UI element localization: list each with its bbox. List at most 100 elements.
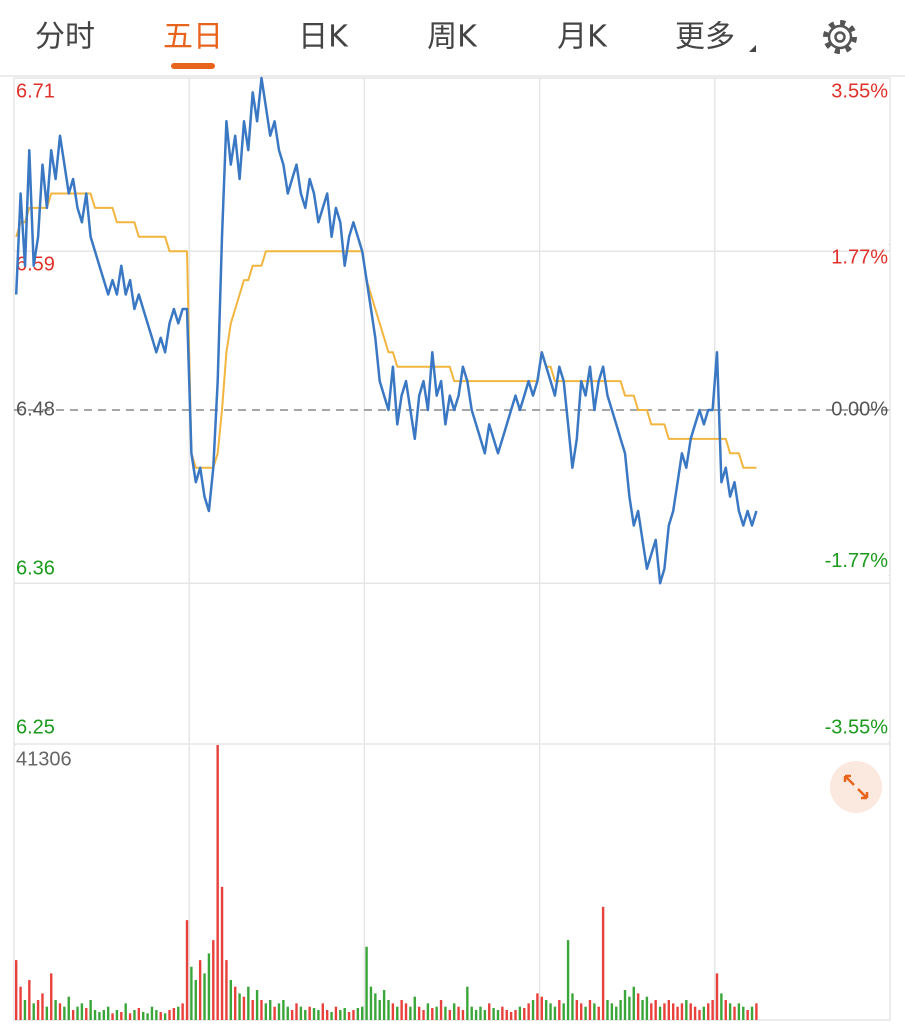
volume-bar [238, 993, 241, 1020]
chart-frame [13, 77, 891, 1021]
volume-bar [374, 993, 377, 1020]
tab-underline [171, 63, 215, 69]
tab[interactable]: 五日 [163, 20, 223, 55]
volume-bar [247, 986, 250, 1020]
volume-bar [693, 1006, 697, 1020]
volume-bar [343, 1008, 346, 1020]
volume-bar [168, 1010, 171, 1020]
volume-bar [391, 1003, 395, 1020]
gear-hole [834, 31, 846, 43]
volume-bar [203, 973, 206, 1020]
volume-bar [190, 966, 193, 1020]
volume-bar [251, 1000, 254, 1020]
expand-bg [830, 761, 882, 813]
volume-bar [553, 1006, 557, 1020]
volume-bar [593, 1003, 596, 1020]
volume-bar [177, 1006, 180, 1020]
volume-bar [720, 993, 723, 1020]
volume-bar [146, 1013, 149, 1020]
volume-bar [216, 745, 219, 1020]
volume-bar [509, 1012, 513, 1020]
volume-bar [54, 1000, 57, 1020]
tab[interactable]: 日K [298, 20, 349, 55]
volume-bar [444, 1006, 447, 1020]
volume-tick-label: 41306 [16, 748, 72, 770]
volume-bar [580, 1003, 583, 1020]
volume-bar [676, 1006, 679, 1020]
volume-bar [505, 1010, 508, 1020]
volume-bar [461, 1010, 465, 1020]
volume-bar [76, 1006, 79, 1020]
average-line [15, 192, 757, 469]
volume-bar [536, 993, 539, 1020]
volume-bar [540, 996, 543, 1020]
volume-bar [142, 1012, 145, 1020]
expand-button[interactable] [830, 761, 882, 813]
volume-bar [628, 996, 631, 1020]
volume-bar [115, 1010, 119, 1020]
volume-bar [750, 1006, 754, 1020]
tab[interactable]: 周K [427, 20, 478, 55]
volume-bar [531, 1000, 535, 1020]
volume-bar [654, 1000, 657, 1020]
volume-bar [194, 980, 197, 1020]
volume-bar [474, 1010, 478, 1020]
volume-bar [431, 1008, 434, 1020]
y2-tick-label: -3.55% [825, 716, 889, 738]
volume-bar [466, 986, 469, 1020]
tab[interactable]: 更多 [675, 20, 735, 55]
volume-bar [601, 906, 605, 1020]
volume-bar [308, 1006, 311, 1020]
settings-icon[interactable] [823, 20, 857, 54]
y2-tick-label: 3.55% [831, 80, 888, 102]
volume-bar [685, 1000, 688, 1020]
volume-bar [150, 1006, 154, 1020]
volume-bar [260, 1000, 263, 1020]
volume-bar [80, 1003, 84, 1020]
volume-bar [645, 996, 649, 1020]
volume-bar [636, 993, 640, 1020]
gear-body [827, 24, 853, 50]
y-tick-label: 6.71 [16, 80, 55, 102]
volume-bar [133, 1010, 136, 1020]
volume-bar [111, 1013, 114, 1020]
y-tick-label: 6.48 [16, 398, 55, 420]
volume-bar [680, 1003, 684, 1020]
volume-bar [365, 946, 368, 1020]
volume-bar [286, 1006, 289, 1020]
volume-bar [641, 1000, 644, 1020]
volume-bar [439, 1000, 443, 1020]
volume-bar [347, 1012, 351, 1020]
volume-bar [369, 986, 373, 1020]
volume-bar [435, 1006, 438, 1020]
volume-bar [728, 1003, 732, 1020]
tab[interactable]: 分时 [35, 20, 95, 55]
y-tick-label: 6.25 [16, 716, 55, 738]
volume-bar [715, 973, 719, 1020]
price-line [14, 76, 758, 585]
volume-bar [755, 1003, 758, 1020]
y2-tick-label: 0.00% [831, 398, 888, 420]
volume-bar [32, 1003, 35, 1020]
volume-bar [413, 996, 416, 1020]
volume-bar [155, 1010, 158, 1020]
volume-bar [225, 960, 228, 1020]
volume-bar [584, 1006, 587, 1020]
volume-bar [724, 1000, 727, 1020]
volume-bar [273, 1006, 276, 1020]
volume-bar [663, 1003, 666, 1020]
volume-bar [185, 920, 189, 1020]
volume-bar [163, 1013, 167, 1020]
volume-bar [67, 996, 70, 1020]
volume-bar [14, 960, 18, 1020]
volume-bar [137, 1008, 141, 1020]
volume-bar [501, 1006, 504, 1020]
volume-bar [63, 1006, 66, 1020]
volume-bar [233, 986, 237, 1020]
volume-bar [575, 1000, 579, 1020]
volume-bar [496, 1010, 500, 1020]
volume-bar [339, 1010, 342, 1020]
tab[interactable]: 月K [557, 20, 608, 55]
volume-bar [23, 1000, 27, 1020]
